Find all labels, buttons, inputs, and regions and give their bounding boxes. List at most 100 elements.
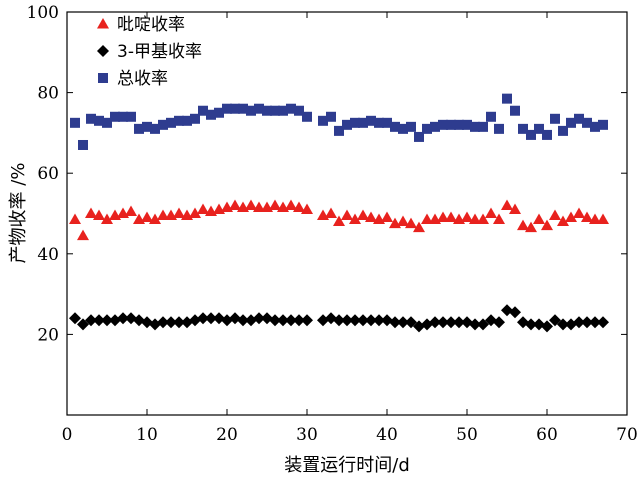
- data-point: [70, 117, 80, 128]
- data-point: [582, 117, 592, 128]
- data-point: [357, 209, 369, 221]
- data-point: [286, 103, 296, 114]
- data-point: [405, 217, 417, 229]
- x-tick-label: 10: [136, 425, 158, 445]
- data-point: [590, 121, 600, 132]
- data-point: [398, 123, 408, 134]
- data-point: [254, 103, 264, 114]
- y-tick-label: 60: [37, 164, 59, 184]
- axis-tick-labels: 0 10 20 30 40 50 60 70 20 40 60 80 100: [27, 3, 638, 445]
- plot-frame: [66, 11, 628, 416]
- legend-label: 总收率: [117, 69, 168, 89]
- data-point: [101, 314, 113, 327]
- series-2: [69, 304, 609, 333]
- data-point: [518, 123, 528, 134]
- data-point: [581, 211, 593, 223]
- data-point: [69, 213, 81, 225]
- data-point: [510, 105, 520, 116]
- data-point: [502, 93, 512, 104]
- data-point: [365, 211, 377, 223]
- data-point: [422, 123, 432, 134]
- data-point: [525, 318, 537, 331]
- data-point: [589, 213, 601, 225]
- data-point: [173, 207, 185, 218]
- y-tick-label: 40: [37, 245, 59, 265]
- data-point: [469, 318, 481, 331]
- data-point: [349, 314, 361, 327]
- data-point: [382, 117, 392, 128]
- legend-marker: [97, 45, 109, 57]
- data-point: [373, 314, 385, 327]
- data-point: [406, 121, 416, 132]
- data-point: [118, 111, 128, 122]
- data-point: [405, 316, 417, 329]
- data-point: [86, 113, 96, 124]
- data-point: [341, 314, 353, 327]
- data-point: [149, 213, 161, 225]
- data-point: [597, 316, 609, 329]
- x-tick-label: 30: [296, 425, 318, 445]
- data-point: [557, 318, 569, 331]
- data-point: [222, 103, 232, 114]
- data-point: [437, 211, 449, 223]
- data-point: [333, 215, 345, 227]
- data-point: [141, 211, 153, 223]
- data-point: [445, 316, 457, 329]
- data-point: [470, 121, 480, 132]
- data-point: [277, 314, 289, 327]
- x-axis-label: 装置运行时间/d: [284, 455, 410, 476]
- data-point: [270, 105, 280, 116]
- data-point: [549, 314, 561, 327]
- data-point: [597, 213, 609, 225]
- data-point: [301, 314, 313, 327]
- data-point: [533, 213, 545, 225]
- data-point: [197, 203, 209, 214]
- data-point: [293, 201, 305, 212]
- data-point: [574, 113, 584, 124]
- data-point: [166, 117, 176, 128]
- data-point: [110, 111, 120, 122]
- data-point: [389, 316, 401, 329]
- data-point: [494, 123, 504, 134]
- data-point: [357, 314, 369, 327]
- data-point: [182, 115, 192, 126]
- data-point: [325, 207, 337, 218]
- data-point: [526, 129, 536, 140]
- legend-label: 吡啶收率: [117, 15, 185, 35]
- data-point: [542, 129, 552, 140]
- x-tick-label: 40: [376, 425, 398, 445]
- data-point: [477, 213, 489, 225]
- data-point: [573, 207, 585, 218]
- data-point: [189, 207, 201, 218]
- data-point: [205, 312, 217, 325]
- data-point: [454, 119, 464, 130]
- data-point: [197, 312, 209, 325]
- y-tick-label: 100: [27, 3, 59, 23]
- data-point: [541, 320, 553, 333]
- data-point: [206, 109, 216, 120]
- data-point: [158, 119, 168, 130]
- data-point: [334, 125, 344, 136]
- data-point: [446, 119, 456, 130]
- data-point: [350, 117, 360, 128]
- legend-label: 3-甲基收率: [117, 42, 202, 62]
- legend-marker: [97, 18, 109, 29]
- data-point: [413, 221, 425, 233]
- data-point: [349, 213, 361, 225]
- data-point: [269, 314, 281, 327]
- data-point: [85, 314, 97, 327]
- data-point: [453, 316, 465, 329]
- data-point: [230, 103, 240, 114]
- data-point: [174, 115, 184, 126]
- data-point: [557, 215, 569, 227]
- data-point: [421, 213, 433, 225]
- legend-marker: [98, 73, 108, 83]
- data-point: [486, 111, 496, 122]
- data-point: [493, 213, 505, 225]
- data-point: [358, 117, 368, 128]
- data-point: [93, 314, 105, 327]
- data-point: [101, 213, 113, 225]
- data-point: [493, 316, 505, 329]
- data-point: [294, 105, 304, 116]
- data-point: [253, 312, 265, 325]
